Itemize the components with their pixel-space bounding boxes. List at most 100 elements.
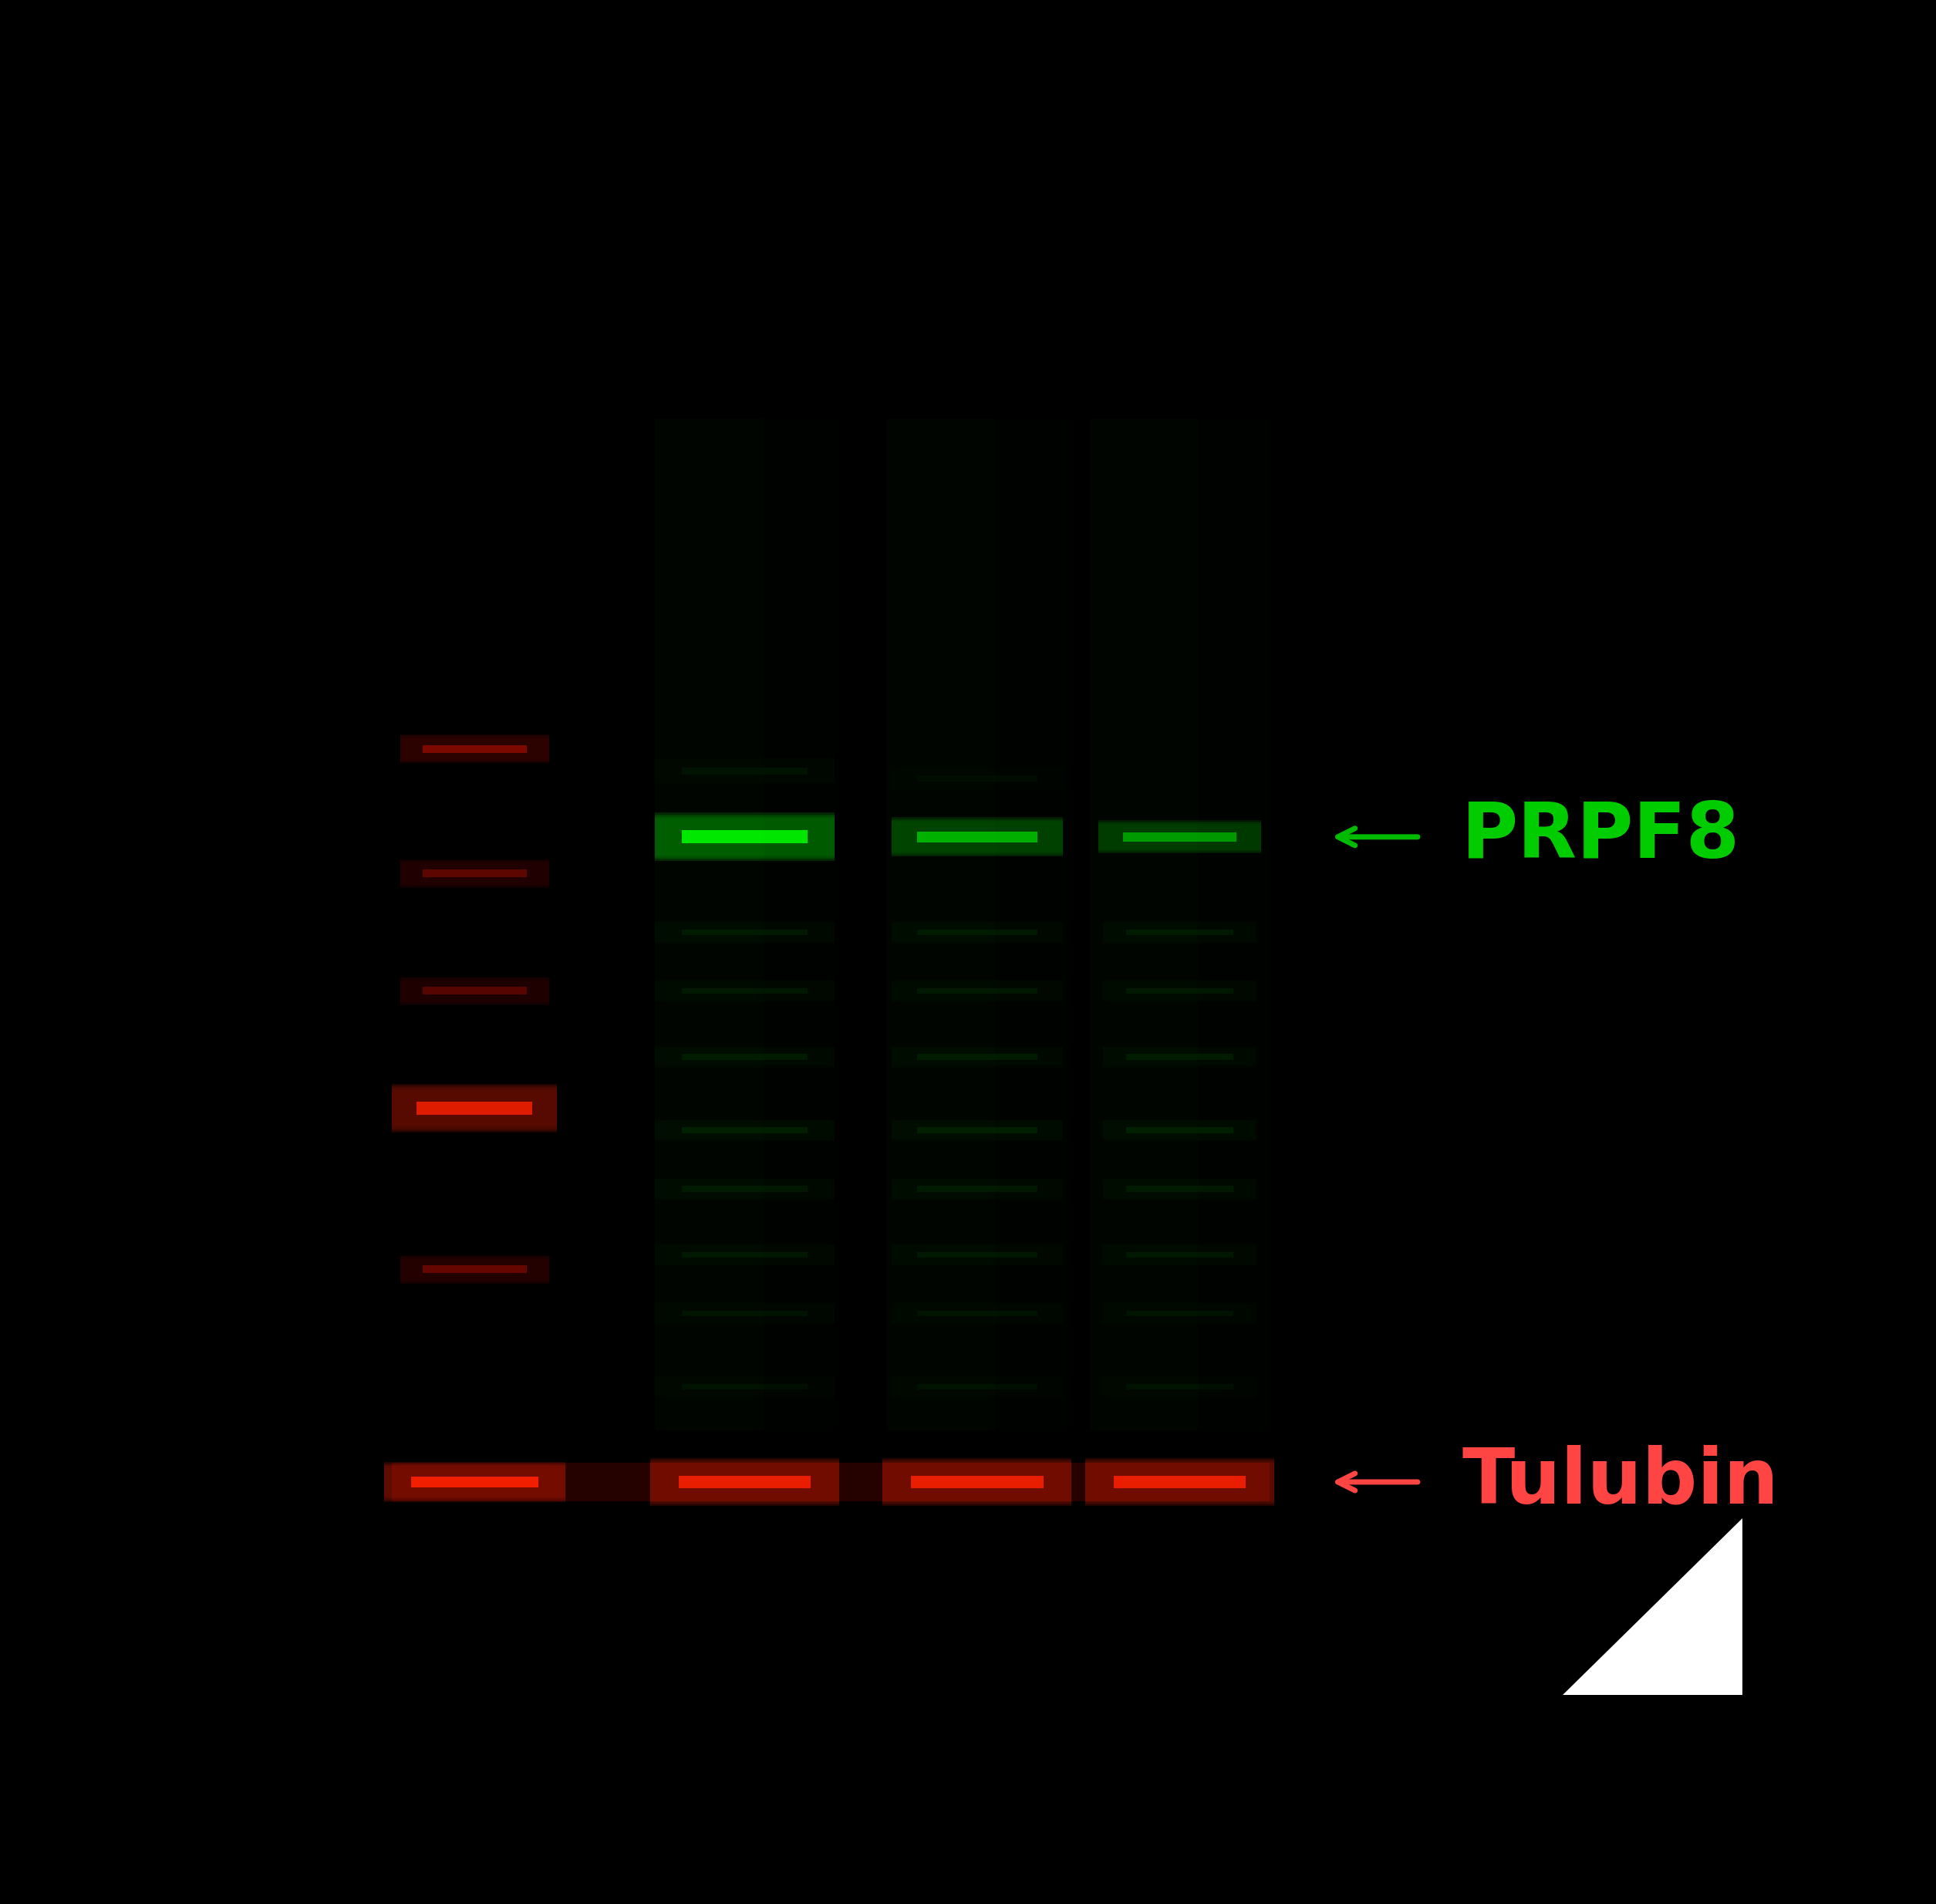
Bar xyxy=(1104,982,1256,1000)
Bar xyxy=(681,1310,807,1316)
Bar xyxy=(422,870,527,878)
Bar xyxy=(650,1464,838,1500)
Bar xyxy=(892,771,1063,786)
Bar xyxy=(654,1121,834,1140)
Bar xyxy=(892,981,1063,1002)
Bar xyxy=(1100,823,1260,851)
Bar xyxy=(654,762,834,781)
Bar xyxy=(654,922,834,942)
Bar xyxy=(892,1179,1063,1200)
Bar xyxy=(650,1458,838,1506)
Bar xyxy=(892,821,1063,853)
Bar xyxy=(654,815,834,859)
Bar xyxy=(1086,1458,1274,1506)
Bar xyxy=(1104,1047,1256,1066)
Bar xyxy=(654,1047,834,1066)
Bar xyxy=(654,1302,834,1323)
Bar xyxy=(654,760,834,781)
Bar xyxy=(1104,1120,1256,1140)
Bar xyxy=(892,1047,1063,1066)
Bar xyxy=(1090,419,1198,1430)
Bar xyxy=(892,1377,1063,1396)
Bar xyxy=(1127,1127,1233,1133)
Bar xyxy=(883,1458,1073,1504)
Bar xyxy=(1104,1304,1256,1323)
Bar xyxy=(650,1458,838,1504)
Bar xyxy=(883,1462,1073,1502)
Bar xyxy=(654,982,834,1000)
Bar xyxy=(681,988,807,994)
Bar xyxy=(892,1302,1063,1325)
Bar xyxy=(1104,1047,1256,1066)
Bar xyxy=(654,1180,834,1198)
Bar xyxy=(918,775,1038,781)
Bar xyxy=(892,1180,1063,1198)
Bar xyxy=(1104,1245,1256,1264)
Bar xyxy=(401,981,548,1002)
Bar xyxy=(401,859,548,887)
Bar xyxy=(681,1251,807,1259)
Bar xyxy=(654,819,834,855)
Bar xyxy=(391,1091,558,1125)
Bar xyxy=(1127,1186,1233,1192)
Bar xyxy=(1104,1377,1256,1396)
Bar xyxy=(383,1466,565,1498)
Bar xyxy=(892,817,1063,857)
Bar xyxy=(892,1179,1063,1200)
Bar xyxy=(654,1302,834,1325)
Bar xyxy=(918,1055,1038,1061)
Bar xyxy=(892,1045,1063,1068)
Bar xyxy=(654,817,834,859)
Bar xyxy=(1086,1460,1274,1502)
Bar xyxy=(654,1179,834,1200)
Bar xyxy=(654,1180,834,1198)
Bar xyxy=(1104,1247,1256,1262)
Bar xyxy=(1104,1049,1256,1064)
Bar xyxy=(1100,824,1260,849)
Bar xyxy=(892,1306,1063,1321)
Bar xyxy=(654,981,834,1002)
Text: PRPF8: PRPF8 xyxy=(1462,800,1740,874)
Bar xyxy=(401,863,548,885)
Bar xyxy=(383,1468,565,1497)
Bar xyxy=(654,1121,834,1139)
Bar xyxy=(883,1458,1073,1506)
Bar xyxy=(892,1049,1063,1064)
Bar xyxy=(1104,922,1256,942)
Bar xyxy=(892,769,1063,788)
Bar xyxy=(654,813,834,861)
Bar xyxy=(654,923,834,941)
Bar xyxy=(391,1083,558,1133)
Bar xyxy=(918,988,1038,994)
Bar xyxy=(401,861,548,887)
Bar xyxy=(918,1127,1038,1133)
Bar xyxy=(401,735,548,764)
Bar xyxy=(401,977,548,1003)
Bar xyxy=(883,1460,1073,1502)
Bar xyxy=(892,769,1063,786)
Bar xyxy=(892,982,1063,1000)
Bar xyxy=(401,737,548,760)
Bar xyxy=(681,767,807,775)
Bar xyxy=(892,1120,1063,1140)
Bar xyxy=(383,1464,565,1500)
Bar xyxy=(918,1384,1038,1390)
Bar xyxy=(1104,1245,1256,1264)
Bar xyxy=(654,982,834,1000)
Text: Tulubin: Tulubin xyxy=(1462,1445,1779,1519)
Bar xyxy=(892,1304,1063,1323)
Bar xyxy=(410,1478,538,1487)
Bar xyxy=(681,1127,807,1133)
Bar xyxy=(401,979,548,1002)
Bar xyxy=(1086,1464,1274,1500)
Bar xyxy=(892,1120,1063,1140)
Bar xyxy=(654,817,834,857)
Bar xyxy=(892,767,1063,790)
Bar xyxy=(650,1462,838,1502)
Bar xyxy=(654,1120,834,1140)
Bar xyxy=(654,1045,834,1068)
Bar xyxy=(1104,1179,1256,1198)
Bar xyxy=(401,863,548,883)
Bar xyxy=(654,1120,834,1140)
Bar xyxy=(1104,1378,1256,1396)
